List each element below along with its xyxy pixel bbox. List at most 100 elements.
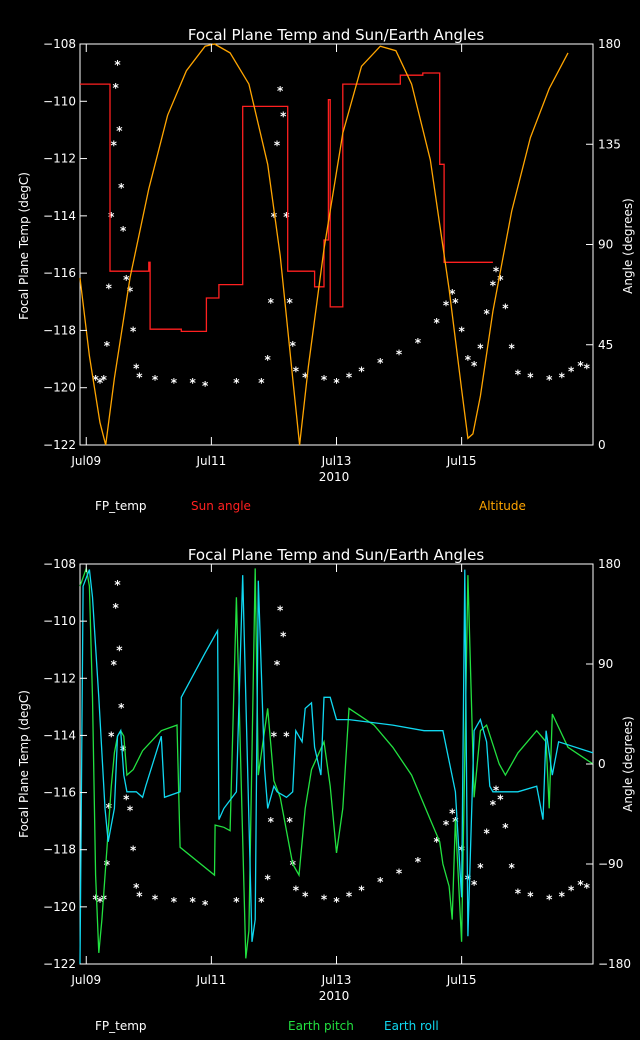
fp-temp-point: * [111,658,118,672]
fp-temp-point: * [452,296,459,310]
fp-temp-point: * [104,339,111,353]
fp-temp-point: * [449,287,456,301]
fp-temp-point: * [527,370,534,384]
y-right-tick-label: −90 [598,857,623,871]
fp-temp-point: * [265,872,272,886]
y-right-tick-label: −180 [598,957,631,971]
fp-temp-point: * [283,210,290,224]
y-left-tick-label: −122 [43,957,76,971]
fp-temp-point: * [271,729,278,743]
fp-temp-point: * [515,887,522,901]
fp-temp-point: * [130,844,137,858]
chart-title: Focal Plane Temp and Sun/Earth Angles [188,546,485,564]
chart-top: Focal Plane Temp and Sun/Earth Angles **… [17,26,635,513]
fp-temp-point: * [293,365,300,379]
y-left-tick-label: −118 [43,323,76,337]
chart-bottom: Focal Plane Temp and Sun/Earth Angles **… [17,546,635,1033]
fp-temp-point: * [509,342,516,356]
fp-temp-point: * [130,324,137,338]
x-tick-label: Jul11 [196,454,227,468]
fp-temp-point: * [127,804,134,818]
fp-temp-point: * [493,784,500,798]
y-axis-right-label: Angle (degrees) [621,198,635,294]
fp-temp-point: * [415,855,422,869]
y-left-tick-label: −114 [43,209,76,223]
legend-fp-temp: FP_temp [95,499,147,513]
sun-angle-line [80,72,493,333]
y-axis-right-label: Angle (degrees) [621,716,635,812]
fp-temp-point: * [293,884,300,898]
fp-temp-point: * [568,365,575,379]
fp-temp-point: * [559,370,566,384]
fp-temp-point: * [568,884,575,898]
fp-temp-point: * [268,296,275,310]
fp-temp-point: * [189,376,196,390]
fp-temp-point: * [258,895,265,909]
fp-temp-point: * [265,353,272,367]
fp-temp-point: * [101,373,108,387]
fp-temp-point: * [497,792,504,806]
y-left-tick-label: −120 [43,381,76,395]
fp-temp-point: * [497,273,504,287]
fp-temp-point: * [321,892,328,906]
fp-temp-point: * [358,365,365,379]
fp-temp-point: * [477,342,484,356]
fp-temp-point: * [546,373,553,387]
x-axis-label: 2010 [319,989,350,1003]
y-left-tick-label: −116 [43,786,76,800]
fp-temp-point: * [189,895,196,909]
fp-temp-point: * [133,881,140,895]
y-left-tick-label: −110 [43,94,76,108]
y-right-tick-label: 45 [598,338,613,352]
y-right-tick-label: 90 [598,657,613,671]
fp-temp-point: * [106,801,113,815]
fp-temp-point: * [113,601,120,615]
fp-temp-point: * [108,210,115,224]
fp-temp-point: * [113,81,120,95]
fp-temp-point: * [577,359,584,373]
y-right-tick-label: 0 [598,757,606,771]
y-left-tick-label: −122 [43,438,76,452]
y-left-tick-label: −108 [43,557,76,571]
fp-temp-point: * [484,307,491,321]
y-axis-left-label: Focal Plane Temp (degC) [17,690,31,838]
fp-temp-point: * [346,370,353,384]
fp-temp-point: * [116,124,123,138]
fp-temp-point: * [171,895,178,909]
fp-temp-point: * [584,362,591,376]
fp-temp-point: * [274,658,281,672]
fp-temp-point: * [433,316,440,330]
fp-temp-point: * [302,889,309,903]
x-tick-label: Jul15 [446,454,477,468]
fp-temp-point: * [559,889,566,903]
legend-altitude: Altitude [479,499,526,513]
fp-temp-point: * [449,807,456,821]
fp-temp-point: * [433,835,440,849]
fp-temp-point: * [118,701,125,715]
fp-temp-point: * [111,138,118,152]
fp-temp-point: * [114,578,121,592]
fp-temp-point: * [502,821,509,835]
x-tick-label: Jul15 [446,973,477,987]
fp-temp-point: * [443,299,450,313]
y-left-tick-label: −110 [43,614,76,628]
fp-temp-point: * [546,892,553,906]
fp-temp-point: * [490,279,497,293]
y-right-tick-label: 90 [598,238,613,252]
fp-temp-point: * [152,373,159,387]
fp-temp-point: * [202,898,209,912]
fp-temp-point: * [490,798,497,812]
fp-temp-point: * [136,889,143,903]
legend-fp-temp: FP_temp [95,1019,147,1033]
x-axis-label: 2010 [319,470,350,484]
fp-temp-point: * [101,892,108,906]
fp-temp-point: * [477,861,484,875]
legend-earth-roll: Earth roll [384,1019,439,1033]
legend-sun-angle: Sun angle [191,499,251,513]
fp-temp-point: * [458,324,465,338]
fp-temp-point: * [333,376,340,390]
legend-earth-pitch: Earth pitch [288,1019,354,1033]
fp-temp-point: * [280,110,287,124]
fp-temp-point: * [123,273,130,287]
fp-temp-point: * [108,729,115,743]
